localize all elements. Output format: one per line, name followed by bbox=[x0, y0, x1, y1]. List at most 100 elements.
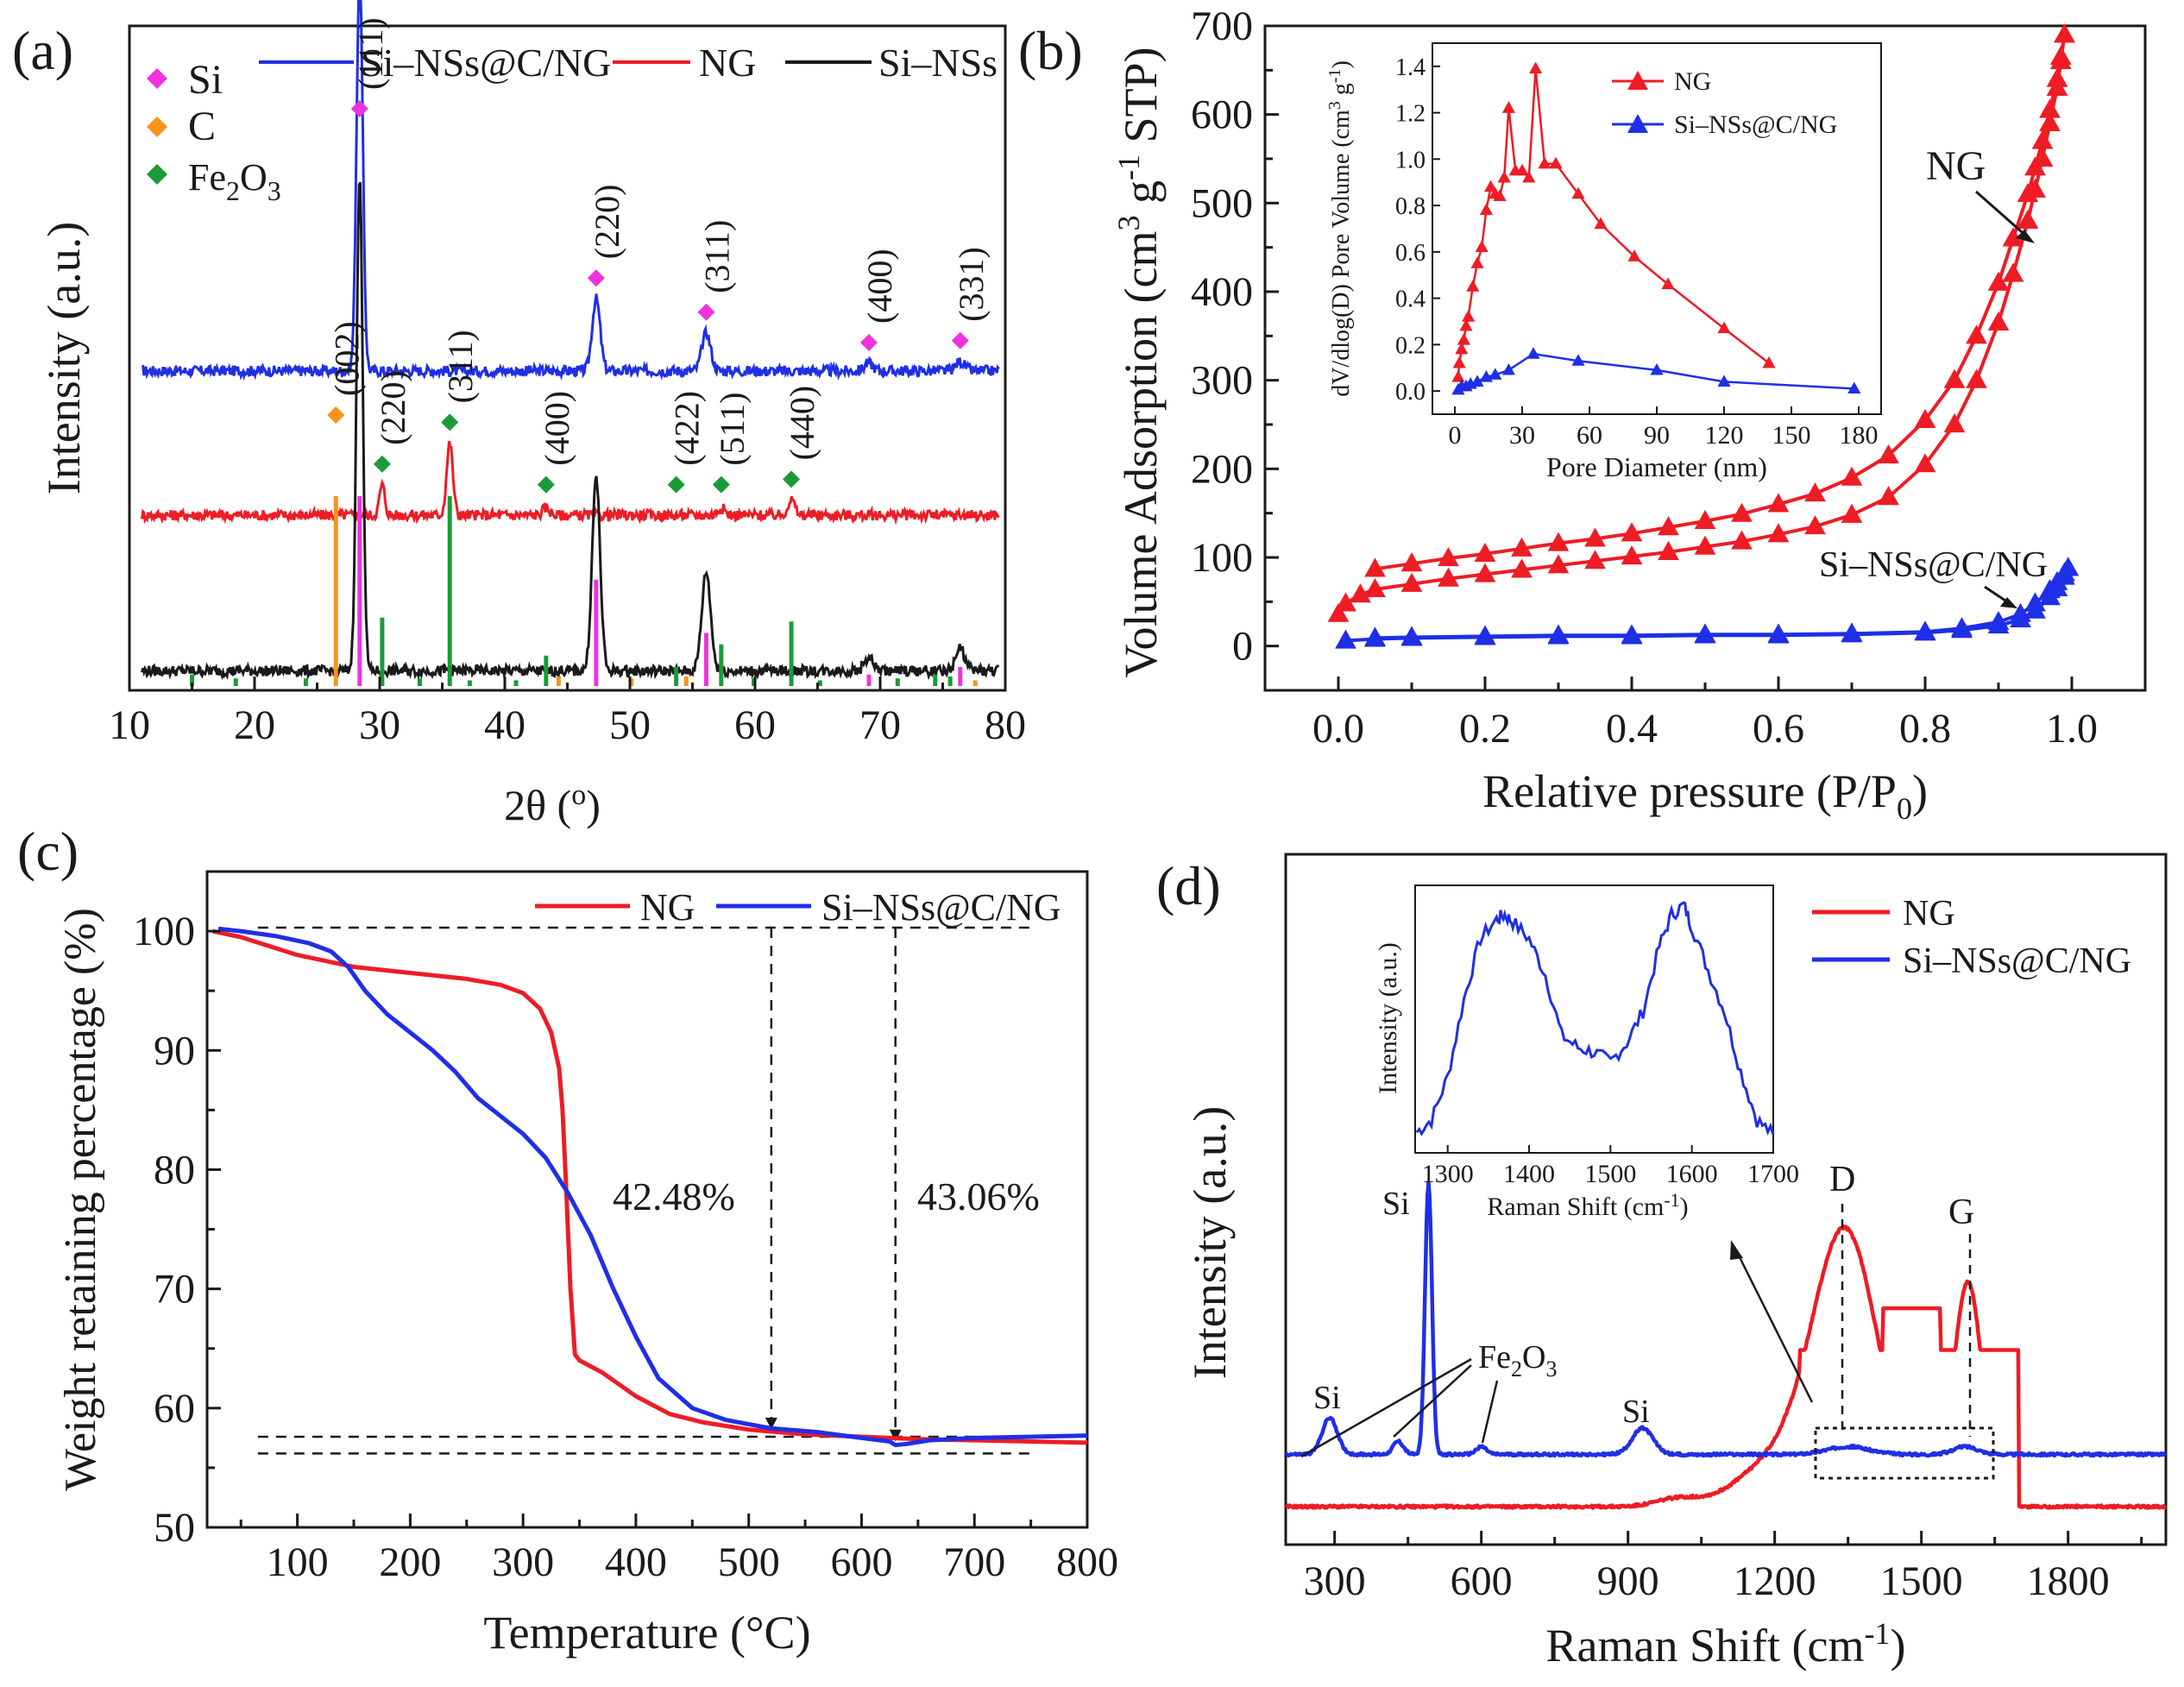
panel-d-annotation-si-right: Si bbox=[1622, 1394, 1650, 1430]
isotherm-point bbox=[1731, 502, 1753, 522]
peak-label: (400) bbox=[538, 391, 576, 466]
pore-point bbox=[1571, 354, 1585, 366]
isotherm-point bbox=[1474, 563, 1496, 582]
isotherm-point bbox=[1841, 503, 1863, 523]
isotherm-point bbox=[2039, 98, 2061, 118]
x-tick-label: 10 bbox=[109, 702, 150, 748]
isotherm-point bbox=[1804, 515, 1826, 535]
isotherm-point bbox=[1841, 622, 1863, 642]
panel-b-label: (b) bbox=[1018, 20, 1083, 81]
y-tick-label: 500 bbox=[1191, 180, 1253, 226]
peak-marker bbox=[951, 331, 969, 349]
x-tick-label: 600 bbox=[830, 1539, 892, 1585]
panel-b-inset-series bbox=[1451, 61, 1861, 395]
isotherm-point bbox=[1804, 482, 1826, 502]
isotherm-point bbox=[1943, 413, 1966, 433]
pore-point bbox=[1538, 156, 1551, 169]
inset-y-tick-label: 0.4 bbox=[1395, 286, 1426, 313]
inset-legend-marker-si bbox=[1627, 114, 1648, 133]
isotherm-point bbox=[1767, 623, 1790, 643]
pore-point bbox=[1462, 310, 1476, 322]
isotherm-point bbox=[2057, 557, 2080, 576]
isotherm-point bbox=[1943, 368, 1966, 388]
isotherm-point bbox=[1987, 311, 2010, 331]
pore-point bbox=[1484, 179, 1498, 192]
inset-y-tick-label: 1.4 bbox=[1395, 54, 1426, 81]
isotherm-point bbox=[1350, 583, 1371, 603]
isotherm-point bbox=[1621, 522, 1643, 542]
panel-d-inset-frame bbox=[1414, 884, 1774, 1154]
inset-legend-label-ng: NG bbox=[1674, 67, 1711, 96]
panel-d-legend: NG Si–NSs@C/NG bbox=[1812, 894, 2131, 981]
panel-a-reference-sticks bbox=[190, 496, 978, 686]
panel-c: (c) 100 200 300 400 500 600 700 800506070809010… bbox=[17, 821, 1118, 1659]
isotherm-point bbox=[1987, 271, 2010, 291]
panel-d-y-axis-label: Intensity (a.u.) bbox=[1184, 1106, 1236, 1379]
panel-a-label: (a) bbox=[12, 20, 73, 81]
x-tick-label: 500 bbox=[718, 1539, 780, 1585]
inset-x-tick-label: 60 bbox=[1577, 421, 1602, 450]
panel-b-y-axis-label: Volume Adsorption (cm3 g-1 STP) bbox=[1111, 47, 1167, 677]
x-tick-label: 300 bbox=[492, 1539, 554, 1585]
pore-point bbox=[1717, 375, 1731, 387]
x-tick-label: 30 bbox=[359, 702, 400, 748]
panel-c-annotation-ng: 42.48% bbox=[613, 1174, 735, 1218]
isotherm-point bbox=[1400, 552, 1423, 572]
peak-label: (220) bbox=[374, 370, 412, 445]
legend-si-label: Si bbox=[188, 57, 223, 103]
panel-c-ticks: 100 200 300 400 500 600 700 800 50 60 70 80 90 100 bbox=[133, 870, 1118, 1585]
isotherm-point bbox=[1547, 532, 1570, 551]
y-tick-label: 600 bbox=[1191, 92, 1253, 138]
legend-label-ng: NG bbox=[699, 41, 756, 85]
panel-c-annotation-si: 43.06% bbox=[917, 1174, 1040, 1218]
isotherm-point bbox=[2002, 262, 2024, 282]
panel-b-inset-ticks: 0 30 60 90 120 150 180 0.0 0.2 0.4 0.6 0.8 1.0 1.2 1.4 bbox=[1395, 54, 1879, 450]
isotherm-point bbox=[1364, 557, 1386, 577]
peak-marker bbox=[587, 269, 605, 287]
pore-point bbox=[1522, 170, 1536, 183]
pore-point bbox=[1479, 203, 1493, 216]
isotherm-point bbox=[1327, 602, 1350, 622]
isotherm-point bbox=[2017, 183, 2039, 203]
x-tick-label: 0.6 bbox=[1753, 706, 1804, 752]
fe2o3-arrow-mid bbox=[1393, 1364, 1472, 1438]
x-tick-label: 20 bbox=[234, 702, 275, 748]
inset-x-tick-label: 0 bbox=[1449, 421, 1462, 450]
pore-point bbox=[1650, 362, 1664, 375]
peak-marker bbox=[327, 406, 345, 424]
panel-d-zoom-arrowhead bbox=[1730, 1240, 1743, 1260]
y-tick-label: 300 bbox=[1191, 358, 1253, 404]
inset-x-tick-label: 1400 bbox=[1503, 1160, 1555, 1188]
y-tick-label: 100 bbox=[133, 909, 195, 954]
panel-b-arrowhead-si bbox=[2000, 597, 2017, 608]
isotherm-point bbox=[1987, 610, 2010, 631]
panel-c-label: (c) bbox=[17, 821, 79, 882]
isotherm-point bbox=[1841, 466, 1863, 486]
peak-marker bbox=[373, 455, 391, 473]
raman-series-ng bbox=[1284, 1224, 2168, 1510]
x-tick-label: 200 bbox=[379, 1539, 441, 1585]
isotherm-point bbox=[1694, 623, 1716, 643]
y-tick-label: 200 bbox=[1191, 446, 1253, 492]
isotherm-point bbox=[1400, 626, 1423, 645]
pore-point bbox=[1529, 61, 1543, 74]
panel-d-annotation-fe2o3: Fe2O3 bbox=[1478, 1339, 1557, 1382]
panel-d-label: (d) bbox=[1156, 855, 1221, 916]
x-tick-label: 100 bbox=[267, 1539, 329, 1585]
peak-marker bbox=[537, 475, 555, 494]
y-tick-label: 50 bbox=[154, 1505, 195, 1551]
x-tick-label: 300 bbox=[1304, 1558, 1366, 1604]
isotherm-point bbox=[2049, 45, 2072, 66]
isotherm-point bbox=[2024, 592, 2046, 612]
x-tick-label: 0.8 bbox=[1899, 706, 1951, 752]
x-tick-label: 700 bbox=[943, 1539, 1005, 1585]
arrowhead-si bbox=[889, 1429, 902, 1442]
y-tick-label: 60 bbox=[154, 1386, 195, 1432]
panel-d-x-axis-label: Raman Shift (cm-1) bbox=[1546, 1616, 1906, 1671]
panel-d-annotation-g: G bbox=[1948, 1193, 1974, 1232]
pore-point bbox=[1627, 249, 1641, 261]
legend-label-si-nss: Si–NSs bbox=[878, 41, 998, 85]
pore-point bbox=[1475, 240, 1489, 253]
arrowhead-ng bbox=[765, 1417, 777, 1430]
inset-legend-label-si: Si–NSs@C/NG bbox=[1674, 110, 1837, 139]
